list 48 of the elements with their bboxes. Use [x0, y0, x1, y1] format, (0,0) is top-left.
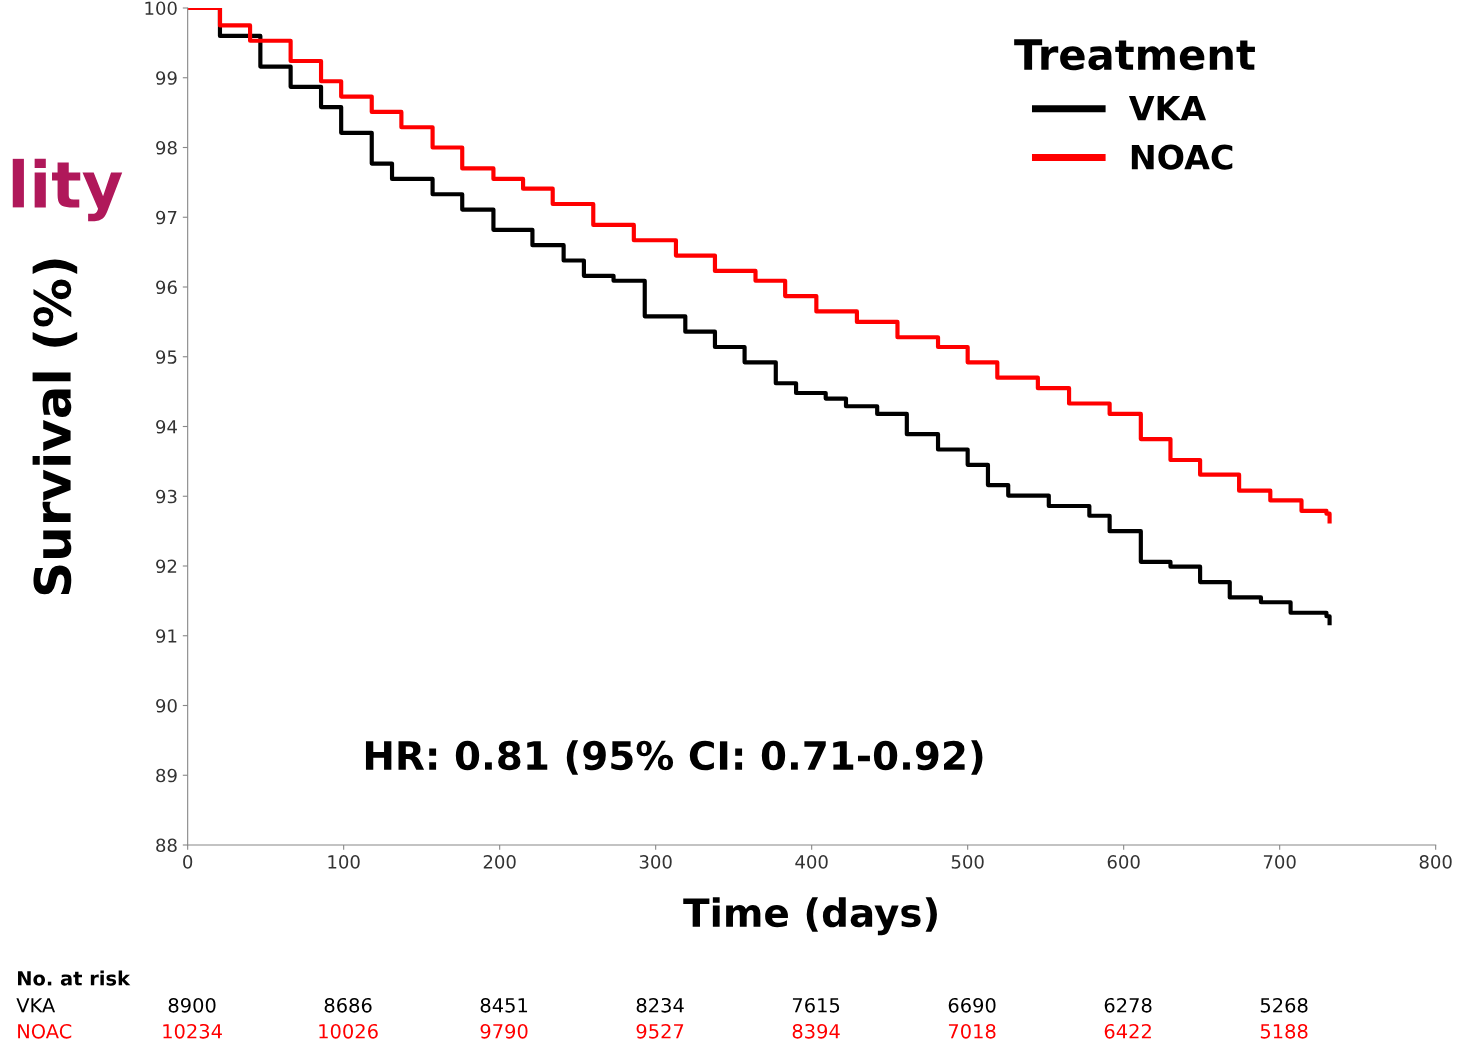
- text: 8394: [792, 1023, 840, 1039]
- y-tick-label: 91: [156, 629, 177, 643]
- y-tick-label: 89: [156, 768, 177, 783]
- text: 7615: [792, 997, 840, 1013]
- y-tick-label: 97: [156, 210, 177, 225]
- text: 5188: [1260, 1023, 1308, 1039]
- legend-label: VKA: [1128, 96, 1207, 121]
- x-tick-label: 600: [1107, 855, 1140, 869]
- text: 6278: [1104, 997, 1152, 1013]
- y-axis-title: Survival (%): [32, 259, 78, 595]
- text: 8900: [168, 997, 216, 1013]
- text: 7018: [948, 1023, 996, 1039]
- x-axis-title: Time (days): [683, 897, 937, 936]
- x-tick-label: 500: [951, 855, 984, 869]
- legend-title: Treatment: [1014, 39, 1255, 71]
- text: 8451: [480, 997, 528, 1013]
- annotation: HR: 0.81 (95% CI: 0.71-0.92): [365, 740, 983, 775]
- text: 10234: [163, 1023, 222, 1039]
- text: 6690: [948, 997, 996, 1013]
- text: NOAC: [18, 1023, 72, 1039]
- text: 6422: [1104, 1023, 1151, 1039]
- y-tick-label: 93: [156, 489, 177, 504]
- text: VKA: [16, 998, 56, 1013]
- text: 5268: [1260, 997, 1308, 1013]
- y-tick-label: 96: [156, 280, 177, 295]
- x-tick-label: 0: [183, 855, 193, 869]
- x-tick-label: 400: [795, 855, 828, 869]
- text: 8234: [636, 997, 684, 1013]
- text: No. at risk: [18, 970, 131, 986]
- x-tick-label: 200: [483, 855, 516, 869]
- legend-label: NOAC: [1131, 144, 1233, 170]
- y-tick-label: 92: [156, 559, 177, 574]
- y-tick-label: 99: [156, 71, 177, 85]
- text: 9790: [480, 1023, 528, 1039]
- x-tick-label: 700: [1263, 855, 1296, 869]
- text: 9527: [636, 1023, 684, 1039]
- x-tick-label: 800: [1419, 855, 1452, 869]
- y-tick-label: 98: [156, 140, 177, 155]
- y-tick-label: 100: [145, 1, 177, 16]
- y-tick-label: 94: [156, 419, 177, 434]
- text: 10026: [319, 1023, 378, 1039]
- y-tick-label: 90: [156, 698, 177, 713]
- y-tick-label: 95: [156, 350, 177, 364]
- x-tick-label: 100: [328, 855, 360, 869]
- text: lity: [12, 158, 123, 222]
- y-tick-label: 88: [156, 838, 177, 853]
- x-tick-label: 300: [639, 855, 672, 869]
- text: 8686: [324, 997, 372, 1013]
